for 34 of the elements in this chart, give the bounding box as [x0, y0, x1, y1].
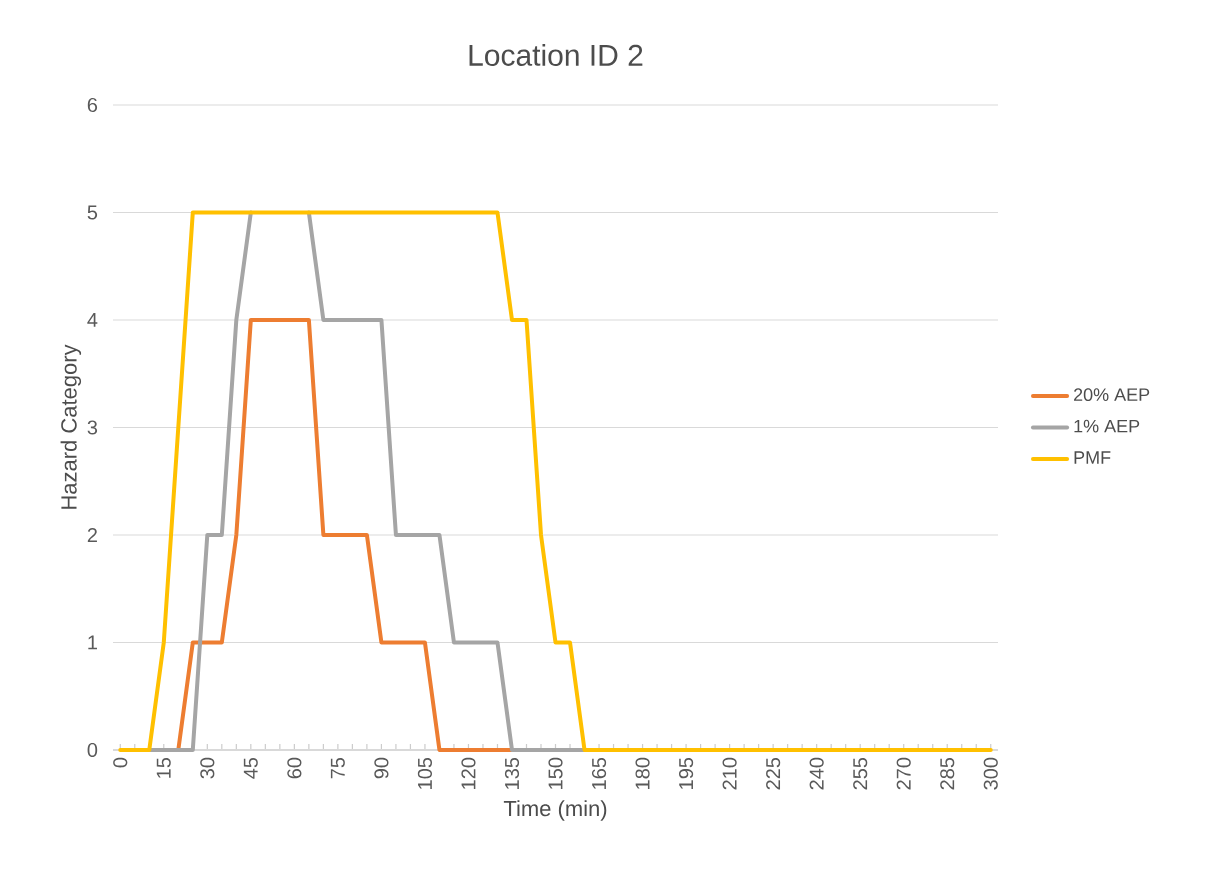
x-tick-label: 210: [722, 757, 737, 790]
y-tick-label: 1: [88, 635, 97, 650]
y-tick-label: 5: [87, 205, 98, 220]
x-tick-label: 150: [548, 757, 563, 789]
x-tick-label: 285: [940, 757, 955, 790]
x-tick-label: 15: [156, 757, 171, 778]
legend-label: 20% AEP: [1074, 388, 1150, 402]
x-axis-title: Time (min): [503, 800, 607, 821]
x-tick-label: 300: [983, 757, 998, 790]
x-tick-label: 30: [200, 757, 215, 779]
x-tick-label: 60: [287, 757, 302, 779]
x-tick-label: 255: [853, 757, 868, 790]
x-tick-label: 105: [417, 757, 433, 789]
x-tick-label: 0: [113, 757, 128, 768]
x-tick-label: 135: [504, 757, 520, 789]
y-tick-label: 3: [87, 420, 98, 435]
x-tick-label: 180: [635, 757, 650, 789]
y-tick-label: 4: [87, 313, 98, 327]
x-tick-label: 45: [243, 757, 258, 779]
legend-label: 1% AEP: [1074, 419, 1140, 433]
x-tick-label: 165: [591, 757, 607, 789]
x-tick-label: 240: [809, 757, 824, 790]
legend-label: PMF: [1074, 451, 1111, 464]
x-tick-label: 225: [766, 757, 781, 790]
x-tick-label: 90: [374, 757, 389, 779]
x-tick-label: 270: [896, 757, 911, 790]
y-tick-label: 2: [87, 528, 97, 542]
x-tick-label: 120: [461, 757, 476, 789]
x-tick-label: 195: [679, 757, 694, 789]
chart-title: Location ID 2: [469, 43, 643, 66]
y-tick-label: 0: [87, 742, 98, 758]
y-tick-label: 6: [87, 97, 98, 113]
y-axis-title: Hazard Category: [60, 344, 82, 509]
x-tick-label: 75: [330, 757, 345, 779]
